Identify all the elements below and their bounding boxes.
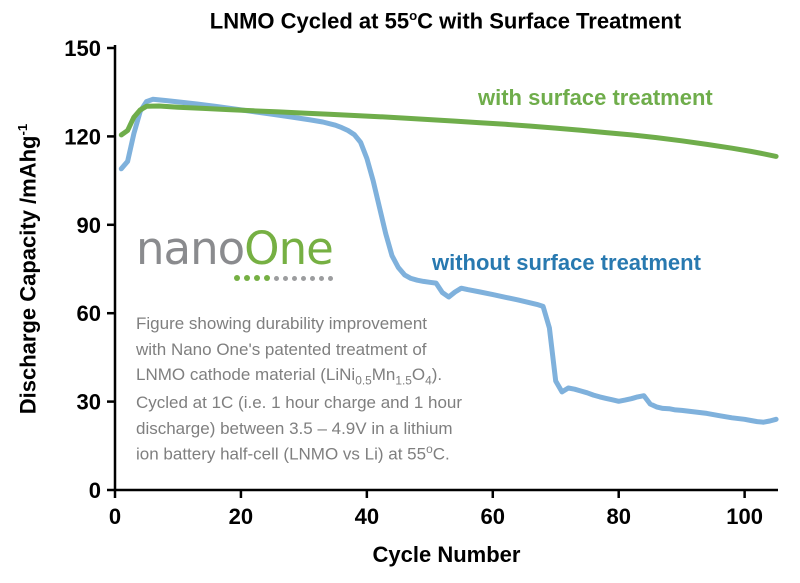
- y-tick-label: 0: [89, 478, 101, 503]
- logo-dot-gray: [328, 275, 333, 281]
- nano-one-logo: nanoOne: [136, 226, 334, 281]
- caption-line: LNMO cathode material (LiNi0.5Mn1.5O4).: [136, 365, 443, 388]
- x-tick-label: 80: [606, 504, 630, 529]
- figure-caption: Figure showing durability improvement wit…: [136, 311, 486, 467]
- x-tick-label: 20: [229, 504, 253, 529]
- y-tick-label: 30: [77, 390, 101, 415]
- x-axis-label: Cycle Number: [372, 542, 521, 567]
- logo-dot-gray: [319, 275, 324, 281]
- logo-dot-gray: [283, 275, 288, 281]
- series-line-with-surface-treatment: [118, 103, 779, 159]
- y-tick-label: 120: [64, 124, 101, 149]
- caption-line: ion battery half-cell (LNMO vs Li) at 55…: [136, 442, 450, 464]
- logo-dot-green: [264, 275, 270, 281]
- x-tick-label: 40: [355, 504, 379, 529]
- logo-dot-gray: [292, 275, 297, 281]
- logo-dot-gray: [310, 275, 315, 281]
- x-tick-label: 0: [109, 504, 121, 529]
- caption-line: with Nano One's patented treatment of: [136, 339, 427, 359]
- caption-line: discharge) between 3.5 – 4.9V in a lithi…: [136, 418, 453, 438]
- logo-text-nano: nano: [136, 222, 245, 275]
- caption-line: Cycled at 1C (i.e. 1 hour charge and 1 h…: [136, 393, 463, 413]
- logo-dots: [234, 275, 333, 281]
- y-tick-label: 90: [77, 213, 101, 238]
- chart-title: LNMO Cycled at 55oC with Surface Treatme…: [209, 8, 682, 34]
- logo-dot-green: [234, 275, 240, 281]
- y-tick-label: 60: [77, 301, 101, 326]
- logo-dot-green: [244, 275, 250, 281]
- y-axis-label: Discharge Capacity /mAhg-1: [15, 123, 41, 415]
- logo-dot-gray: [274, 275, 279, 281]
- logo-text-one: One: [244, 222, 334, 275]
- logo-dot-green: [254, 275, 260, 281]
- x-tick-label: 60: [481, 504, 505, 529]
- logo-dot-gray: [301, 275, 306, 281]
- y-tick-label: 150: [64, 36, 101, 61]
- x-tick-label: 100: [726, 504, 763, 529]
- annotation-with-surface-treatment: with surface treatment: [478, 85, 713, 110]
- caption-line: Figure showing durability improvement: [136, 314, 428, 333]
- annotation-without-surface-treatment: without surface treatment: [432, 250, 701, 275]
- series-line-without-surface-treatment: [118, 96, 779, 425]
